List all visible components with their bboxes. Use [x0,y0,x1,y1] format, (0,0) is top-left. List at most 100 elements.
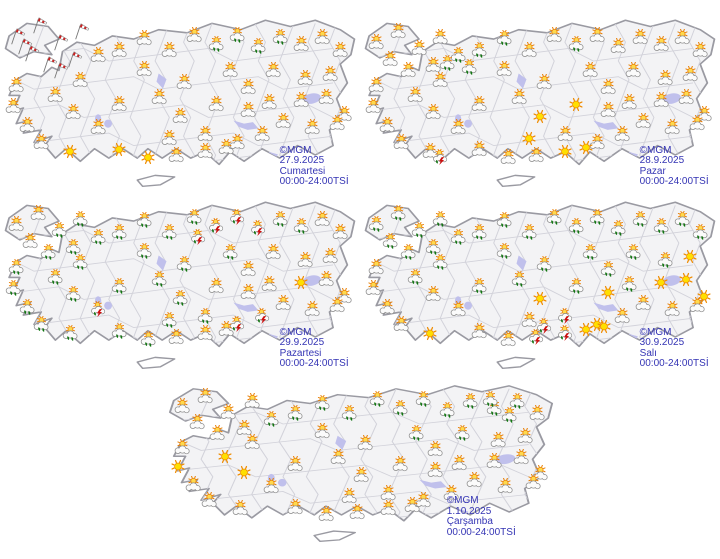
sunny-icon [138,149,158,166]
partly-cloudy-icon [302,300,322,318]
thunderstorm-icon [252,307,272,325]
rain-shower-icon [469,223,489,241]
partly-cloudy-icon [680,65,700,83]
rain-shower-icon [70,253,90,271]
time-range-text: 00:00-24:00TSİ [279,176,349,188]
partly-cloudy-icon [263,62,283,79]
partly-cloudy-icon [291,35,311,53]
partly-cloudy-icon [31,133,51,151]
rain-shower-icon [608,219,628,237]
rain-shower-icon [494,242,514,260]
thunderstorm-icon [88,300,108,318]
partly-cloudy-icon [413,491,433,509]
partly-cloudy-icon [242,392,262,410]
partly-cloudy-icon [6,216,26,233]
rain-shower-icon [484,399,504,417]
rain-shower-icon [534,255,554,273]
partly-cloudy-icon [320,65,340,83]
partly-cloudy-icon [207,424,227,442]
partly-cloudy-icon [430,71,450,89]
partly-cloudy-icon [420,143,440,160]
partly-cloudy-icon [612,308,632,325]
partly-cloudy-icon [234,419,254,437]
sunny-icon [530,290,550,307]
partly-cloudy-icon [316,88,336,106]
rain-shower-icon [109,322,129,340]
partly-cloudy-icon [469,141,489,158]
weather-icons-layer [362,196,718,384]
forecast-map-day-3: ©MGM 29.9.2025 Pazartesi 00:00-24:00TSİ [2,196,358,384]
partly-cloudy-icon [662,118,682,136]
partly-cloudy-icon [380,50,400,68]
sunny-icon [676,271,696,288]
partly-cloudy-icon [295,251,315,269]
partly-cloudy-icon [285,456,305,473]
partly-cloudy-icon [242,433,262,451]
sunny-icon [576,139,596,156]
sunny-icon [598,284,618,301]
windsock-icon [8,27,26,46]
windsock-icon [15,37,33,56]
rain-shower-icon [220,243,240,261]
sunny-icon [530,108,550,125]
partly-cloudy-icon [149,88,169,106]
map-label: ©MGM 30.9.2025 Salı 00:00-24:00TSİ [640,327,709,370]
rain-shower-icon [366,215,386,233]
partly-cloudy-icon [206,96,226,113]
rain-shower-icon [494,29,514,47]
rain-shower-icon [63,285,83,303]
rain-shower-icon [248,37,268,55]
partly-cloudy-icon [448,300,468,318]
partly-cloudy-icon [273,294,293,312]
partly-cloudy-icon [484,452,504,470]
rain-shower-icon [405,268,425,286]
partly-cloudy-icon [498,330,518,348]
partly-cloudy-icon [320,247,340,265]
rain-shower-icon [566,277,586,295]
partly-cloudy-icon [238,101,258,119]
partly-cloudy-icon [199,491,219,509]
partly-cloudy-icon [526,146,546,164]
partly-cloudy-icon [391,315,411,333]
rain-shower-icon [430,210,450,228]
rain-shower-icon [469,277,489,295]
partly-cloudy-icon [469,323,489,340]
sunny-icon [60,143,80,160]
partly-cloudy-icon [598,101,618,119]
thunderstorm-icon [248,219,268,237]
rain-shower-icon [149,270,169,288]
partly-cloudy-icon [172,398,192,415]
partly-cloudy-icon [388,22,408,40]
partly-cloudy-icon [206,278,226,295]
windsock-icon [40,55,58,74]
sunny-icon [234,464,254,481]
rain-shower-icon [651,217,671,235]
partly-cloudy-icon [425,440,445,458]
partly-cloudy-icon [195,143,215,160]
partly-cloudy-icon [216,139,236,156]
rain-shower-icon [452,424,472,442]
partly-cloudy-icon [328,449,348,466]
rain-shower-icon [270,28,290,46]
rain-shower-icon [109,277,129,295]
partly-cloudy-icon [295,69,315,87]
partly-cloudy-icon [183,475,203,493]
sunny-icon [519,130,539,147]
partly-cloudy-icon [134,30,154,47]
rain-shower-icon [566,217,586,235]
copyright-text: ©MGM [446,495,479,507]
forecast-map-day-2: ©MGM 28.9.2025 Pazar 00:00-24:00TSİ [362,14,718,202]
partly-cloudy-icon [405,86,425,104]
partly-cloudy-icon [619,94,639,111]
partly-cloudy-icon [469,96,489,113]
thunderstorm-icon [534,317,554,335]
partly-cloudy-icon [580,62,600,79]
partly-cloudy-icon [88,118,108,136]
partly-cloudy-icon [3,97,23,115]
partly-cloudy-icon [651,35,671,53]
rain-shower-icon [184,208,204,226]
map-label: ©MGM 27.9.2025 Cumartesi 00:00-24:00TSİ [279,145,349,188]
partly-cloudy-icon [544,26,564,44]
rain-shower-icon [566,35,586,53]
sunny-icon [680,248,700,265]
